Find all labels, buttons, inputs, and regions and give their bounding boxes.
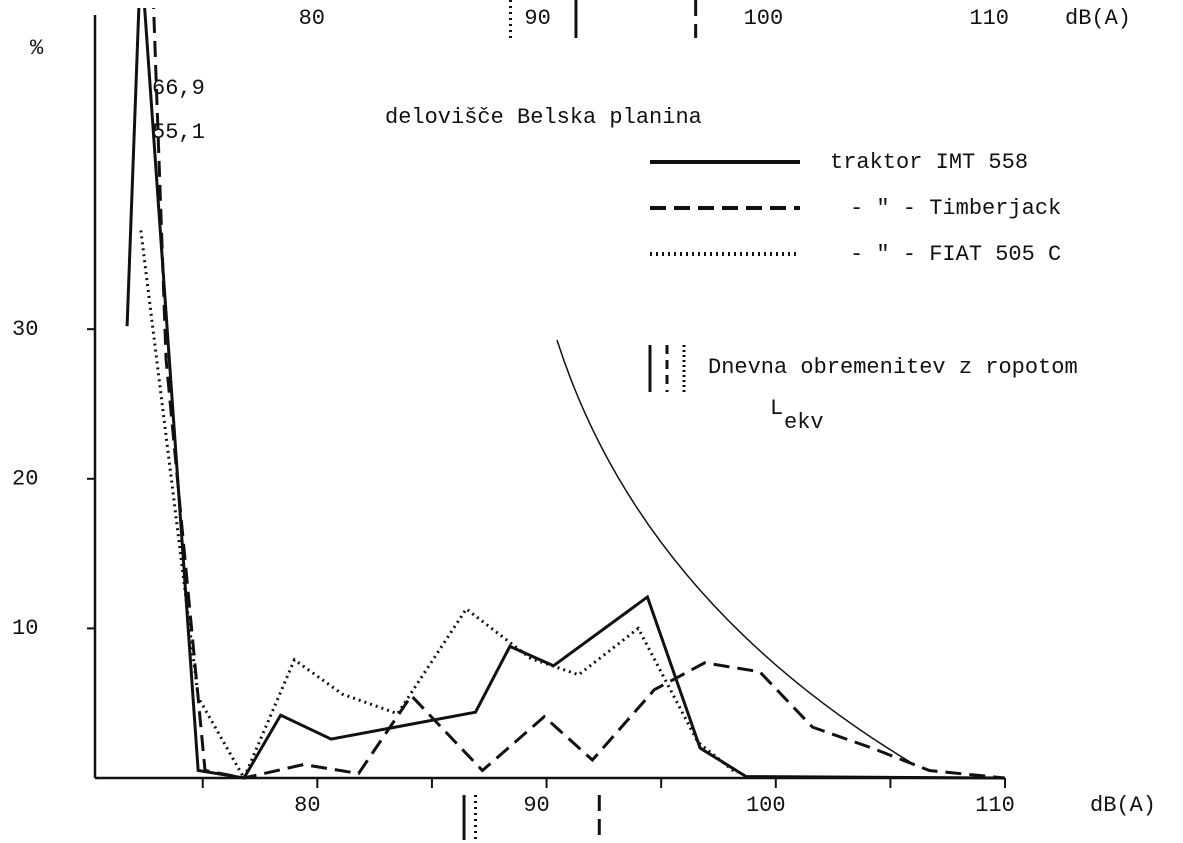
x2-tick-label: 110: [969, 6, 1009, 31]
x-tick-label: 90: [523, 793, 549, 818]
x-tick-label: 110: [975, 793, 1015, 818]
lekv-legend-symbol: [648, 345, 686, 392]
plot-area: [125, 8, 1006, 782]
legend-label: traktor IMT 558: [830, 150, 1028, 175]
legend-title: delovišče Belska planina: [385, 105, 702, 130]
x2-tick-label: 80: [299, 6, 325, 31]
x-axis-label: dB(A): [1090, 793, 1156, 818]
lekv-legend: Dnevna obremenitev z ropotom: [708, 355, 1078, 380]
reference-curve: [556, 339, 916, 766]
y-tick-label: 30: [12, 317, 38, 342]
y-tick-label: 10: [12, 616, 38, 641]
annotation: 66,9: [152, 76, 205, 101]
legend-label: - " - Timberjack: [850, 196, 1061, 221]
series-line: [139, 230, 738, 782]
annotation: 55,1: [152, 120, 205, 145]
y-tick-label: 20: [12, 467, 38, 492]
x2-tick-label: 90: [524, 6, 550, 31]
series-line: [152, 8, 1006, 780]
x-tick-label: 80: [294, 793, 320, 818]
series-line: [125, 8, 1006, 780]
lekv-subscript: ekv: [784, 410, 824, 435]
x-axis-label-top: dB(A): [1065, 6, 1131, 31]
y-unit-label: %: [30, 36, 44, 61]
lekv-symbol: L: [770, 396, 783, 421]
x2-tick-label: 100: [744, 6, 784, 31]
legend-label: - " - FIAT 505 C: [850, 242, 1061, 267]
x-tick-label: 100: [746, 793, 786, 818]
